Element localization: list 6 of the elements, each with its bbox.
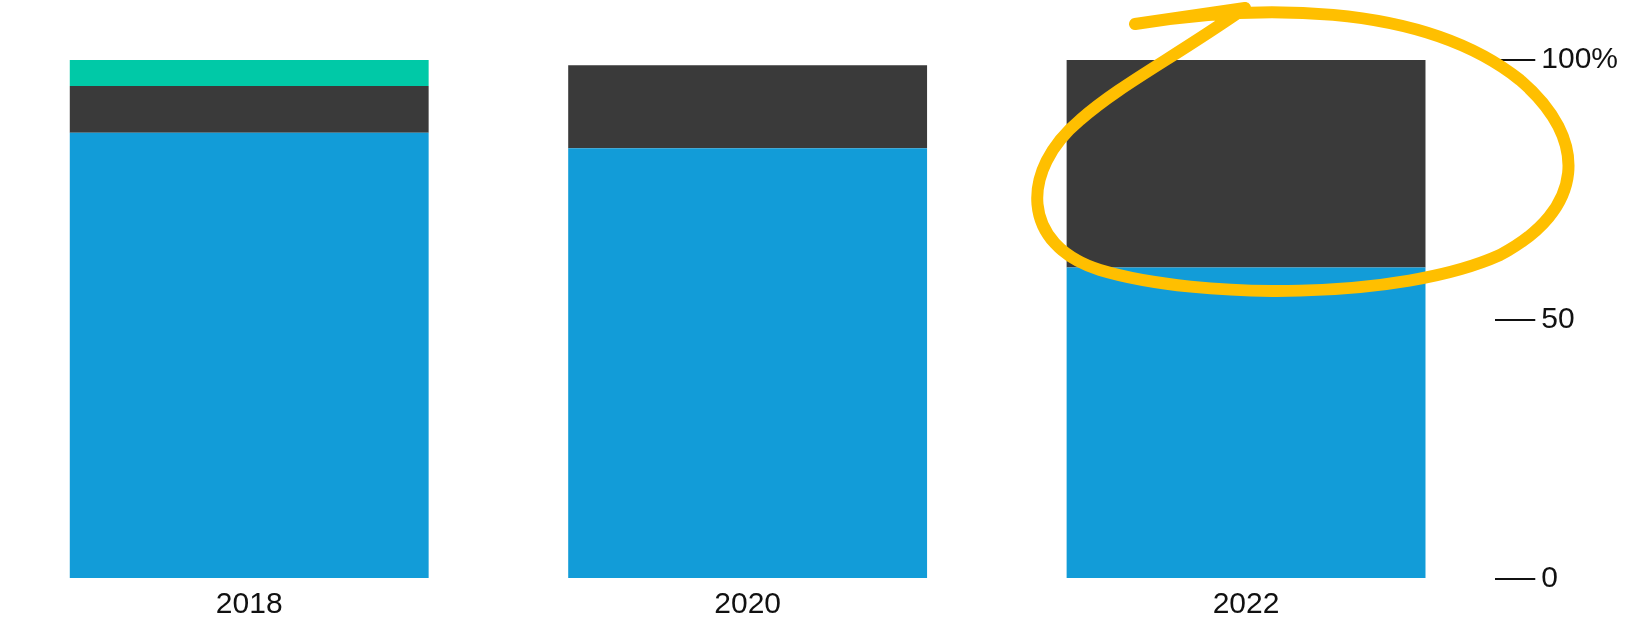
x-tick-label: 2018 [215, 586, 283, 620]
y-tick-label: 100% [1541, 41, 1619, 75]
x-tick-label: 2022 [1212, 586, 1280, 620]
x-tick-label: 2020 [714, 586, 782, 620]
y-tick-label: 50 [1541, 300, 1575, 334]
y-tick-label: 0 [1541, 560, 1558, 594]
